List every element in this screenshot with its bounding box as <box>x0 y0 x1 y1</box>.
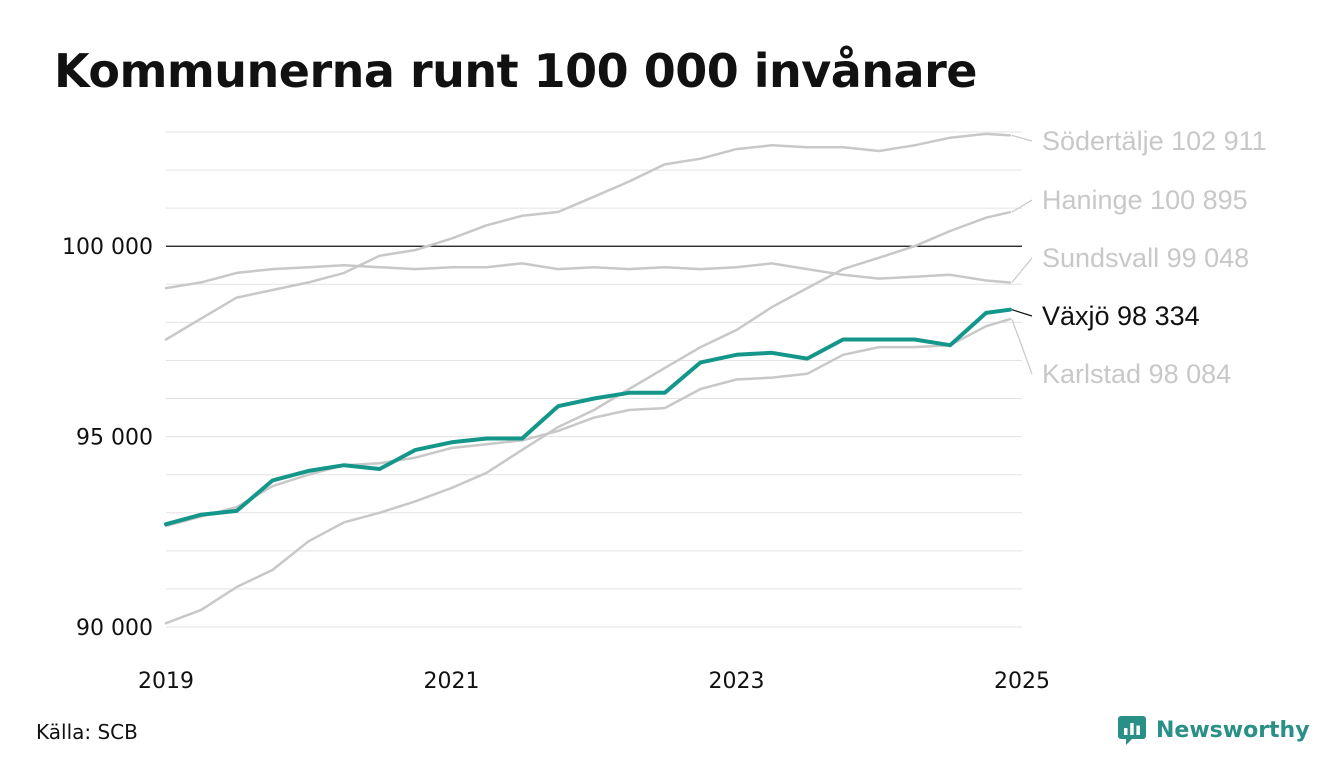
series-end-label-södertälje: Södertälje 102 911 <box>1042 126 1267 156</box>
brand-logo[interactable]: Newsworthy <box>1118 714 1310 746</box>
series-end-label-sundsvall: Sundsvall 99 048 <box>1042 243 1249 273</box>
newsworthy-logo-icon <box>1118 716 1146 745</box>
series-end-label-karlstad: Karlstad 98 084 <box>1042 359 1231 389</box>
series-lines <box>164 132 1012 625</box>
x-tick-label: 2023 <box>709 669 765 694</box>
source-note: Källa: SCB <box>36 720 138 744</box>
x-tick-label: 2025 <box>994 669 1050 694</box>
label-leader-lines <box>1011 134 1033 375</box>
series-end-labels: Södertälje 102 911 Haninge 100 895 Sundsva… <box>1042 126 1267 389</box>
x-tick-label: 2019 <box>138 669 194 694</box>
series-line-sundsvall <box>164 262 1012 290</box>
y-tick-label: 95 000 <box>76 426 153 451</box>
series-line-karlstad <box>164 317 1012 528</box>
grid-lines <box>166 131 1022 628</box>
label-leader-line <box>1011 309 1033 317</box>
y-tick-label: 90 000 <box>76 616 153 641</box>
series-line-växjö <box>164 307 1012 527</box>
brand-name: Newsworthy <box>1156 717 1310 743</box>
label-leader-line <box>1011 134 1033 142</box>
x-tick-label: 2021 <box>423 669 479 694</box>
label-leader-line <box>1011 199 1033 213</box>
x-axis-ticks: 2019 2021 2023 2025 <box>138 669 1050 694</box>
series-end-label-haninge: Haninge 100 895 <box>1042 185 1248 215</box>
series-line-haninge <box>164 210 1012 625</box>
y-axis-ticks: 90 000 95 000 100 000 <box>62 235 153 641</box>
label-leader-line <box>1011 318 1033 375</box>
label-leader-line <box>1011 257 1033 283</box>
series-line-södertälje <box>164 132 1012 341</box>
y-tick-label: 100 000 <box>62 235 153 260</box>
series-end-label-växjö: Växjö 98 334 <box>1042 301 1200 331</box>
chart-title: Kommunerna runt 100 000 invånare <box>54 44 977 98</box>
